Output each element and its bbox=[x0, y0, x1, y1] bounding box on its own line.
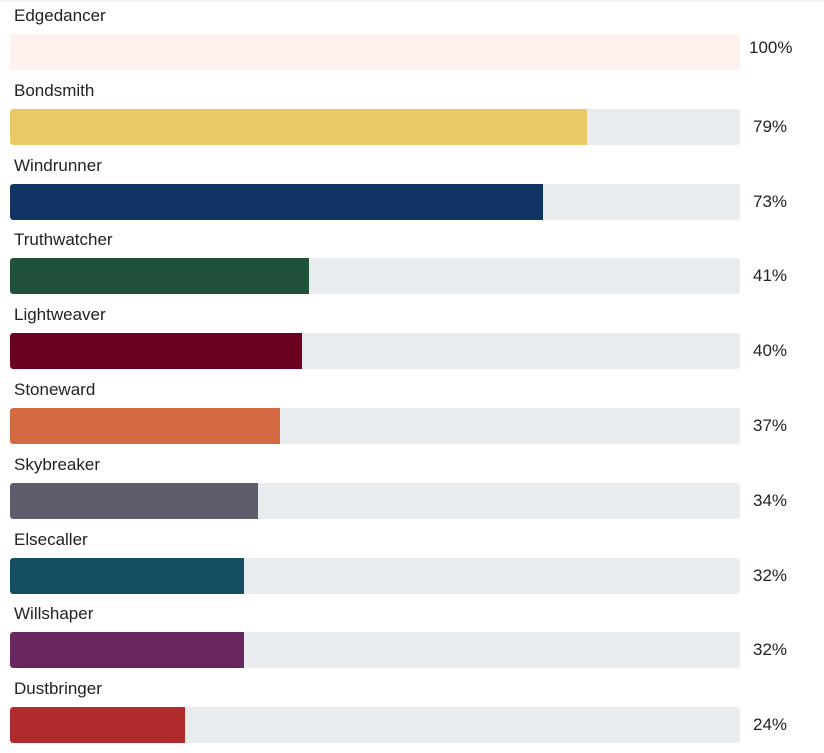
bar-row: Windrunner 73% bbox=[0, 156, 824, 230]
bar-row: Edgedancer 100% bbox=[0, 6, 824, 80]
bar-row: Lightweaver 40% bbox=[0, 305, 824, 379]
bar-value-label: 100% bbox=[749, 38, 793, 57]
bar-category-label: Skybreaker bbox=[14, 454, 100, 474]
bar-track bbox=[10, 408, 740, 444]
bar-value-label: 40% bbox=[753, 341, 788, 361]
bar-track bbox=[10, 632, 740, 669]
bar-fill bbox=[10, 34, 740, 70]
bar-row: Skybreaker 34% bbox=[0, 455, 824, 529]
top-edge-divider bbox=[0, 0, 824, 2]
bar-value-label: 32% bbox=[753, 565, 788, 585]
bar-category-label: Edgedancer bbox=[14, 6, 106, 25]
bar-track bbox=[10, 34, 740, 70]
bar-row: Stoneward 37% bbox=[0, 380, 824, 454]
bar-fill bbox=[10, 707, 186, 744]
bar-track bbox=[10, 557, 740, 594]
bar-track bbox=[10, 108, 740, 145]
bar-fill bbox=[10, 258, 310, 295]
bar-value-label: 32% bbox=[753, 640, 788, 660]
bar-value-label: 79% bbox=[753, 116, 788, 136]
bar-category-label: Stoneward bbox=[14, 380, 96, 399]
bar-category-label: Windrunner bbox=[14, 155, 102, 175]
bar-category-label: Lightweaver bbox=[14, 305, 106, 325]
bar-track bbox=[10, 707, 740, 744]
bar-fill bbox=[10, 183, 543, 220]
bar-category-label: Bondsmith bbox=[14, 80, 95, 100]
bar-fill bbox=[10, 482, 259, 519]
bar-row: Willshaper 32% bbox=[0, 604, 824, 678]
bar-category-label: Willshaper bbox=[14, 604, 94, 624]
bar-fill bbox=[10, 632, 244, 669]
bar-track bbox=[10, 333, 740, 370]
bar-fill bbox=[10, 108, 587, 145]
bar-category-label: Truthwatcher bbox=[14, 230, 113, 250]
bar-category-label: Elsecaller bbox=[14, 529, 88, 549]
bar-value-label: 73% bbox=[753, 191, 788, 211]
bar-category-label: Dustbringer bbox=[14, 679, 102, 699]
bar-row: Dustbringer 24% bbox=[0, 679, 824, 753]
bar-track bbox=[10, 183, 740, 220]
bar-track bbox=[10, 482, 740, 519]
bar-value-label: 41% bbox=[753, 266, 788, 286]
bar-fill bbox=[10, 408, 281, 444]
bar-fill bbox=[10, 333, 302, 370]
bar-value-label: 24% bbox=[753, 715, 788, 735]
bar-row: Elsecaller 32% bbox=[0, 530, 824, 604]
bar-track bbox=[10, 258, 740, 295]
bar-row: Bondsmith 79% bbox=[0, 81, 824, 155]
bar-row: Truthwatcher 41% bbox=[0, 230, 824, 304]
bar-fill bbox=[10, 557, 244, 594]
bar-value-label: 34% bbox=[753, 490, 788, 510]
bar-value-label: 37% bbox=[753, 416, 788, 435]
